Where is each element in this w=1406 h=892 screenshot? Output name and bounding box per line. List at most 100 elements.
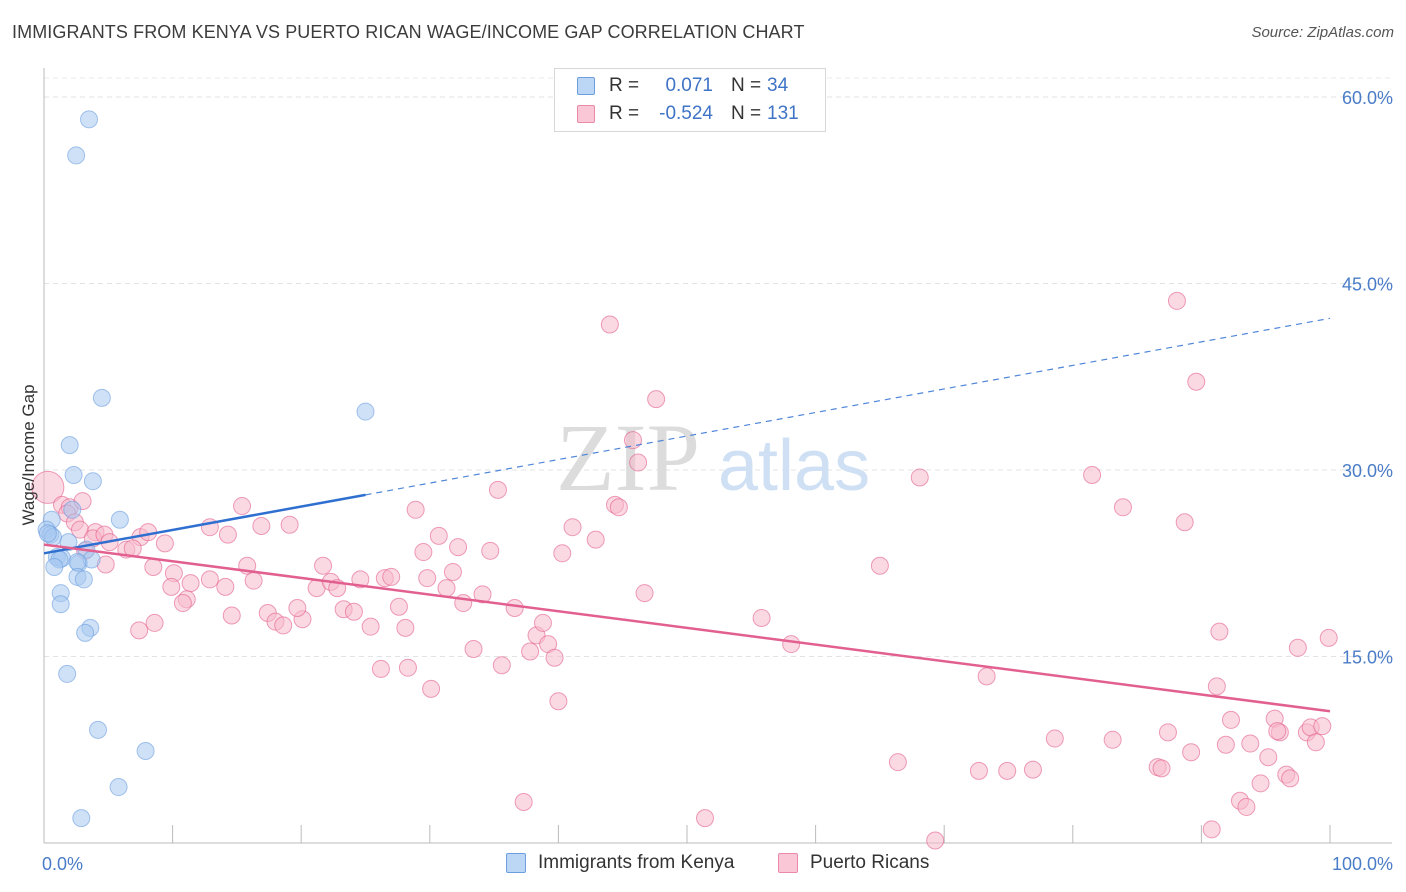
point-puerto-ricans[interactable] [1313,717,1332,736]
point-puerto-ricans[interactable] [533,613,552,632]
point-puerto-ricans[interactable] [1187,372,1206,391]
point-puerto-ricans[interactable] [200,570,219,589]
point-puerto-ricans[interactable] [1182,743,1201,762]
point-puerto-ricans[interactable] [1152,759,1171,778]
point-puerto-ricans[interactable] [1207,677,1226,696]
point-puerto-ricans[interactable] [998,761,1017,780]
point-puerto-ricans[interactable] [1237,797,1256,816]
point-puerto-ricans[interactable] [155,534,174,553]
point-puerto-ricans[interactable] [449,538,468,557]
point-puerto-ricans[interactable] [314,556,333,575]
point-puerto-ricans[interactable] [429,526,448,545]
point-puerto-ricans[interactable] [1319,628,1338,647]
point-puerto-ricans[interactable] [545,648,564,667]
point-puerto-ricans[interactable] [870,556,889,575]
point-puerto-ricans[interactable] [351,570,370,589]
point-puerto-ricans[interactable] [406,500,425,519]
point-puerto-ricans[interactable] [563,518,582,537]
point-puerto-ricans[interactable] [389,597,408,616]
point-puerto-ricans[interactable] [233,497,252,516]
point-puerto-ricans[interactable] [1202,820,1221,839]
point-puerto-ricans[interactable] [488,480,507,499]
point-puerto-ricans[interactable] [782,635,801,654]
point-puerto-ricans[interactable] [977,667,996,686]
point-kenya[interactable] [83,472,102,491]
point-puerto-ricans[interactable] [31,470,65,504]
point-puerto-ricans[interactable] [145,613,164,632]
point-puerto-ricans[interactable] [1023,760,1042,779]
point-puerto-ricans[interactable] [888,753,907,772]
point-puerto-ricans[interactable] [371,659,390,678]
point-puerto-ricans[interactable] [492,656,511,675]
point-puerto-ricans[interactable] [647,390,666,409]
point-puerto-ricans[interactable] [216,577,235,596]
point-kenya[interactable] [110,510,129,529]
point-puerto-ricans[interactable] [222,606,241,625]
point-puerto-ricans[interactable] [288,599,307,618]
point-kenya[interactable] [74,570,93,589]
point-puerto-ricans[interactable] [280,515,299,534]
point-puerto-ricans[interactable] [173,594,192,613]
legend-item-puerto-ricans[interactable]: Puerto Ricans [778,852,929,874]
point-puerto-ricans[interactable] [398,658,417,677]
point-puerto-ricans[interactable] [382,567,401,586]
point-puerto-ricans[interactable] [1306,733,1325,752]
point-puerto-ricans[interactable] [473,585,492,604]
point-puerto-ricans[interactable] [144,557,163,576]
point-puerto-ricans[interactable] [926,831,945,850]
point-kenya[interactable] [80,110,99,129]
point-kenya[interactable] [60,436,79,455]
point-puerto-ricans[interactable] [696,809,715,828]
point-puerto-ricans[interactable] [629,453,648,472]
point-puerto-ricans[interactable] [635,584,654,603]
point-kenya[interactable] [92,388,111,407]
point-kenya[interactable] [45,557,64,576]
point-kenya[interactable] [51,595,70,614]
point-puerto-ricans[interactable] [1103,730,1122,749]
point-kenya[interactable] [72,809,91,828]
point-puerto-ricans[interactable] [1281,769,1300,788]
point-puerto-ricans[interactable] [553,544,572,563]
point-kenya[interactable] [89,720,108,739]
point-puerto-ricans[interactable] [609,498,628,517]
point-puerto-ricans[interactable] [443,562,462,581]
point-puerto-ricans[interactable] [1241,734,1260,753]
point-kenya[interactable] [38,524,57,543]
point-puerto-ricans[interactable] [244,571,263,590]
point-puerto-ricans[interactable] [505,599,524,618]
point-puerto-ricans[interactable] [1083,465,1102,484]
point-puerto-ricans[interactable] [969,761,988,780]
point-puerto-ricans[interactable] [514,792,533,811]
point-puerto-ricans[interactable] [1221,710,1240,729]
point-puerto-ricans[interactable] [418,569,437,588]
point-kenya[interactable] [63,500,82,519]
point-puerto-ricans[interactable] [752,608,771,627]
point-kenya[interactable] [356,402,375,421]
point-puerto-ricans[interactable] [1210,622,1229,641]
point-puerto-ricans[interactable] [130,621,149,640]
point-puerto-ricans[interactable] [464,640,483,659]
point-puerto-ricans[interactable] [361,617,380,636]
point-puerto-ricans[interactable] [274,616,293,635]
point-puerto-ricans[interactable] [600,315,619,334]
point-puerto-ricans[interactable] [549,692,568,711]
point-puerto-ricans[interactable] [1216,735,1235,754]
point-puerto-ricans[interactable] [1259,748,1278,767]
point-puerto-ricans[interactable] [252,516,271,535]
point-puerto-ricans[interactable] [181,574,200,593]
point-puerto-ricans[interactable] [396,618,415,637]
point-kenya[interactable] [64,465,83,484]
point-puerto-ricans[interactable] [437,579,456,598]
point-puerto-ricans[interactable] [910,468,929,487]
point-kenya[interactable] [58,664,77,683]
point-puerto-ricans[interactable] [521,642,540,661]
point-puerto-ricans[interactable] [623,431,642,450]
point-puerto-ricans[interactable] [1288,638,1307,657]
legend-item-kenya[interactable]: Immigrants from Kenya [506,852,734,874]
point-puerto-ricans[interactable] [1045,729,1064,748]
point-puerto-ricans[interactable] [1158,723,1177,742]
point-puerto-ricans[interactable] [481,541,500,560]
point-kenya[interactable] [136,741,155,760]
point-puerto-ricans[interactable] [422,679,441,698]
point-kenya[interactable] [67,146,86,165]
